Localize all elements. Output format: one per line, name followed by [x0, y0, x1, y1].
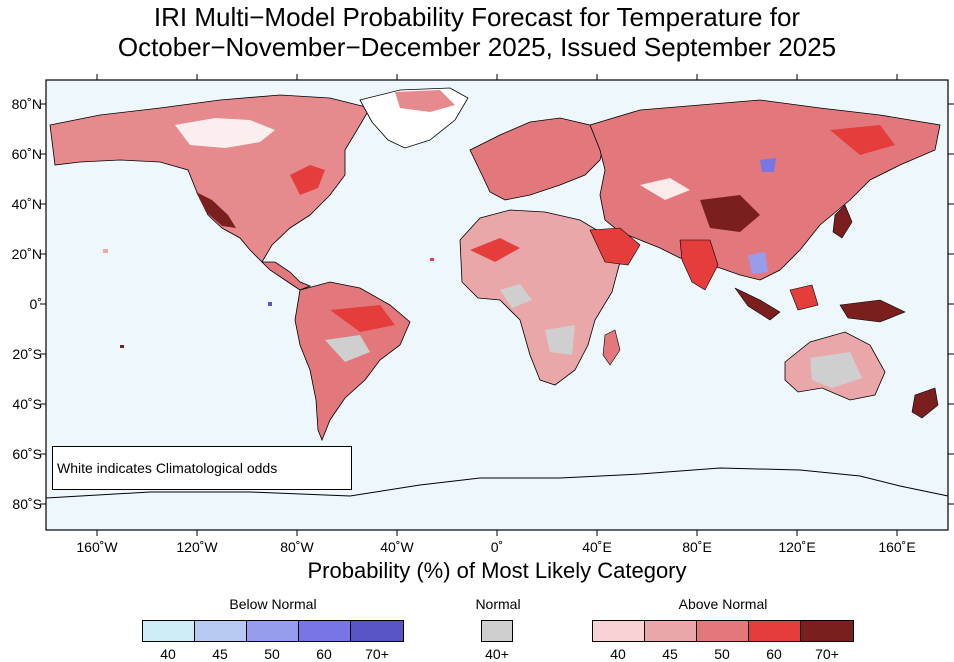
legend-below-tick-70: 70+ [365, 646, 389, 662]
europe-landmass [469, 117, 606, 201]
lon-label-120w: 120˚W [176, 539, 218, 555]
legend-normal-label: Normal [475, 596, 521, 612]
lat-label-20n: 20˚N [11, 246, 42, 262]
tibet-hotspot [700, 195, 760, 232]
japan-landmass [832, 204, 853, 239]
central-africa-normal-area [500, 284, 532, 308]
eastern-us-area [290, 165, 325, 195]
climatology-note-text: White indicates Climatological odds [57, 460, 278, 476]
west-africa-area [470, 238, 520, 262]
lat-label-60s: 60˚S [12, 446, 42, 462]
southeast-asia-below-normal-spot [748, 252, 768, 274]
legend-above-tick-50: 50 [714, 646, 730, 662]
lat-label-20s: 20˚S [12, 346, 42, 362]
legend-above-swatch-60 [748, 620, 801, 642]
hawaii-island [103, 249, 108, 253]
siberia-below-normal-spot [760, 158, 776, 172]
lon-label-80w: 80˚W [280, 539, 314, 555]
lat-label-80s: 80˚S [12, 496, 42, 512]
north-america-landmass [49, 94, 371, 263]
lon-label-80e: 80˚E [682, 539, 712, 555]
legend-above-swatch-45 [644, 620, 697, 642]
lon-label-40w: 40˚W [380, 539, 414, 555]
lat-label-40s: 40˚S [12, 396, 42, 412]
antarctica-coastline [45, 467, 949, 499]
legend-above-tick-70: 70+ [815, 646, 839, 662]
new-zealand-landmass [911, 387, 939, 419]
legend-below-normal-label: Below Normal [229, 596, 317, 612]
legend-below-swatch-45 [194, 620, 247, 642]
east-siberia-area [830, 125, 895, 155]
borneo-landmass [789, 284, 819, 311]
southwest-us-hotspot [196, 192, 236, 228]
legend-below-swatch-40 [142, 620, 195, 642]
lat-label-equator: 0˚ [29, 296, 42, 312]
new-guinea-landmass [839, 299, 906, 323]
lon-label-160e: 160˚E [878, 539, 916, 555]
sumatra-landmass [734, 287, 781, 321]
legend-below-tick-60: 60 [316, 646, 332, 662]
legend-above-swatch-40 [592, 620, 645, 642]
legend-below-swatch-50 [246, 620, 299, 642]
canary-island [430, 258, 434, 261]
legend-below-tick-45: 45 [212, 646, 228, 662]
india-landmass [679, 239, 719, 291]
canada-climatology-area [175, 118, 275, 148]
lon-label-0: 0˚ [490, 539, 504, 555]
legend-below-tick-40: 40 [160, 646, 176, 662]
greenland-north-area [395, 90, 455, 112]
arabia-landmass [589, 227, 641, 266]
madagascar-landmass [602, 329, 621, 366]
longitude-ticks [96, 74, 898, 536]
legend-title: Probability (%) of Most Likely Category [307, 558, 687, 583]
central-america-landmass [261, 261, 312, 291]
legend-normal-swatch-40 [481, 620, 513, 642]
legend-above-tick-40: 40 [610, 646, 626, 662]
australia-normal-area [810, 352, 862, 388]
lon-label-40e: 40˚E [582, 539, 612, 555]
lat-label-60n: 60˚N [11, 146, 42, 162]
legend-above-tick-60: 60 [766, 646, 782, 662]
pacific-island [120, 345, 124, 348]
legend-above-swatch-50 [696, 620, 749, 642]
amazon-area [330, 305, 395, 332]
map-title-line-2: October−November−December 2025, Issued S… [117, 32, 837, 62]
lon-label-160w: 160˚W [76, 539, 118, 555]
latitude-ticks [40, 103, 954, 505]
central-asia-climatology-area [640, 178, 690, 200]
climatology-note-box: White indicates Climatological odds [52, 446, 352, 490]
southern-africa-normal-area [545, 325, 575, 355]
legend-normal-tick-40: 40+ [485, 646, 509, 662]
legend-below-swatch-70 [350, 620, 404, 642]
legend-above-tick-45: 45 [662, 646, 678, 662]
legend-above-normal-label: Above Normal [678, 596, 768, 612]
lon-label-120e: 120˚E [778, 539, 816, 555]
lat-label-40n: 40˚N [11, 196, 42, 212]
legend-above-swatch-70 [800, 620, 854, 642]
galapagos-island [268, 302, 272, 306]
legend-below-tick-50: 50 [264, 646, 280, 662]
legend-below-swatch-60 [298, 620, 351, 642]
south-america-normal-area [325, 335, 370, 362]
lat-label-80n: 80˚N [11, 96, 42, 112]
map-title-line-1: IRI Multi−Model Probability Forecast for… [153, 2, 801, 32]
